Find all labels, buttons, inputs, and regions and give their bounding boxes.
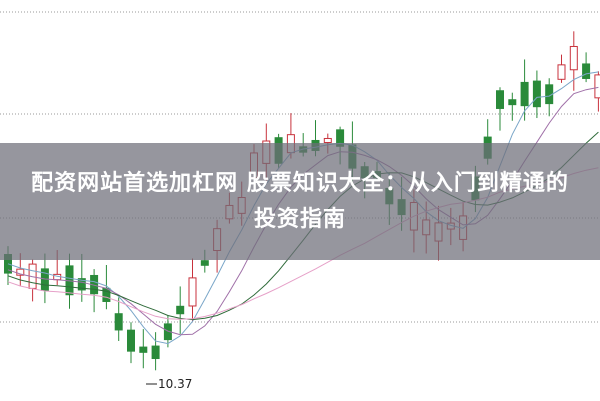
low-price-label: 10.37 (158, 377, 193, 391)
candle-down (151, 345, 160, 360)
candle-up (188, 277, 197, 307)
title-overlay: 配资网站首选加杠网 股票知识大全：从入门到精通的投资指南 (0, 143, 600, 260)
candle-down (508, 99, 517, 106)
candle-down (176, 305, 185, 315)
candle-up (557, 64, 566, 80)
candle-down (582, 63, 591, 79)
candle-down (77, 278, 86, 291)
candle-up (594, 74, 600, 99)
candle-up (16, 268, 25, 276)
candle-up (323, 137, 332, 143)
candle-down (139, 346, 148, 353)
candle-down (200, 260, 209, 266)
candle-down (520, 81, 529, 107)
candle-up (569, 45, 578, 71)
candle-down (114, 313, 123, 331)
candle-down (532, 80, 541, 108)
article-title: 配资网站首选加杠网 股票知识大全：从入门到精通的投资指南 (31, 170, 569, 232)
candle-down (127, 329, 135, 352)
candle-down (496, 90, 504, 109)
